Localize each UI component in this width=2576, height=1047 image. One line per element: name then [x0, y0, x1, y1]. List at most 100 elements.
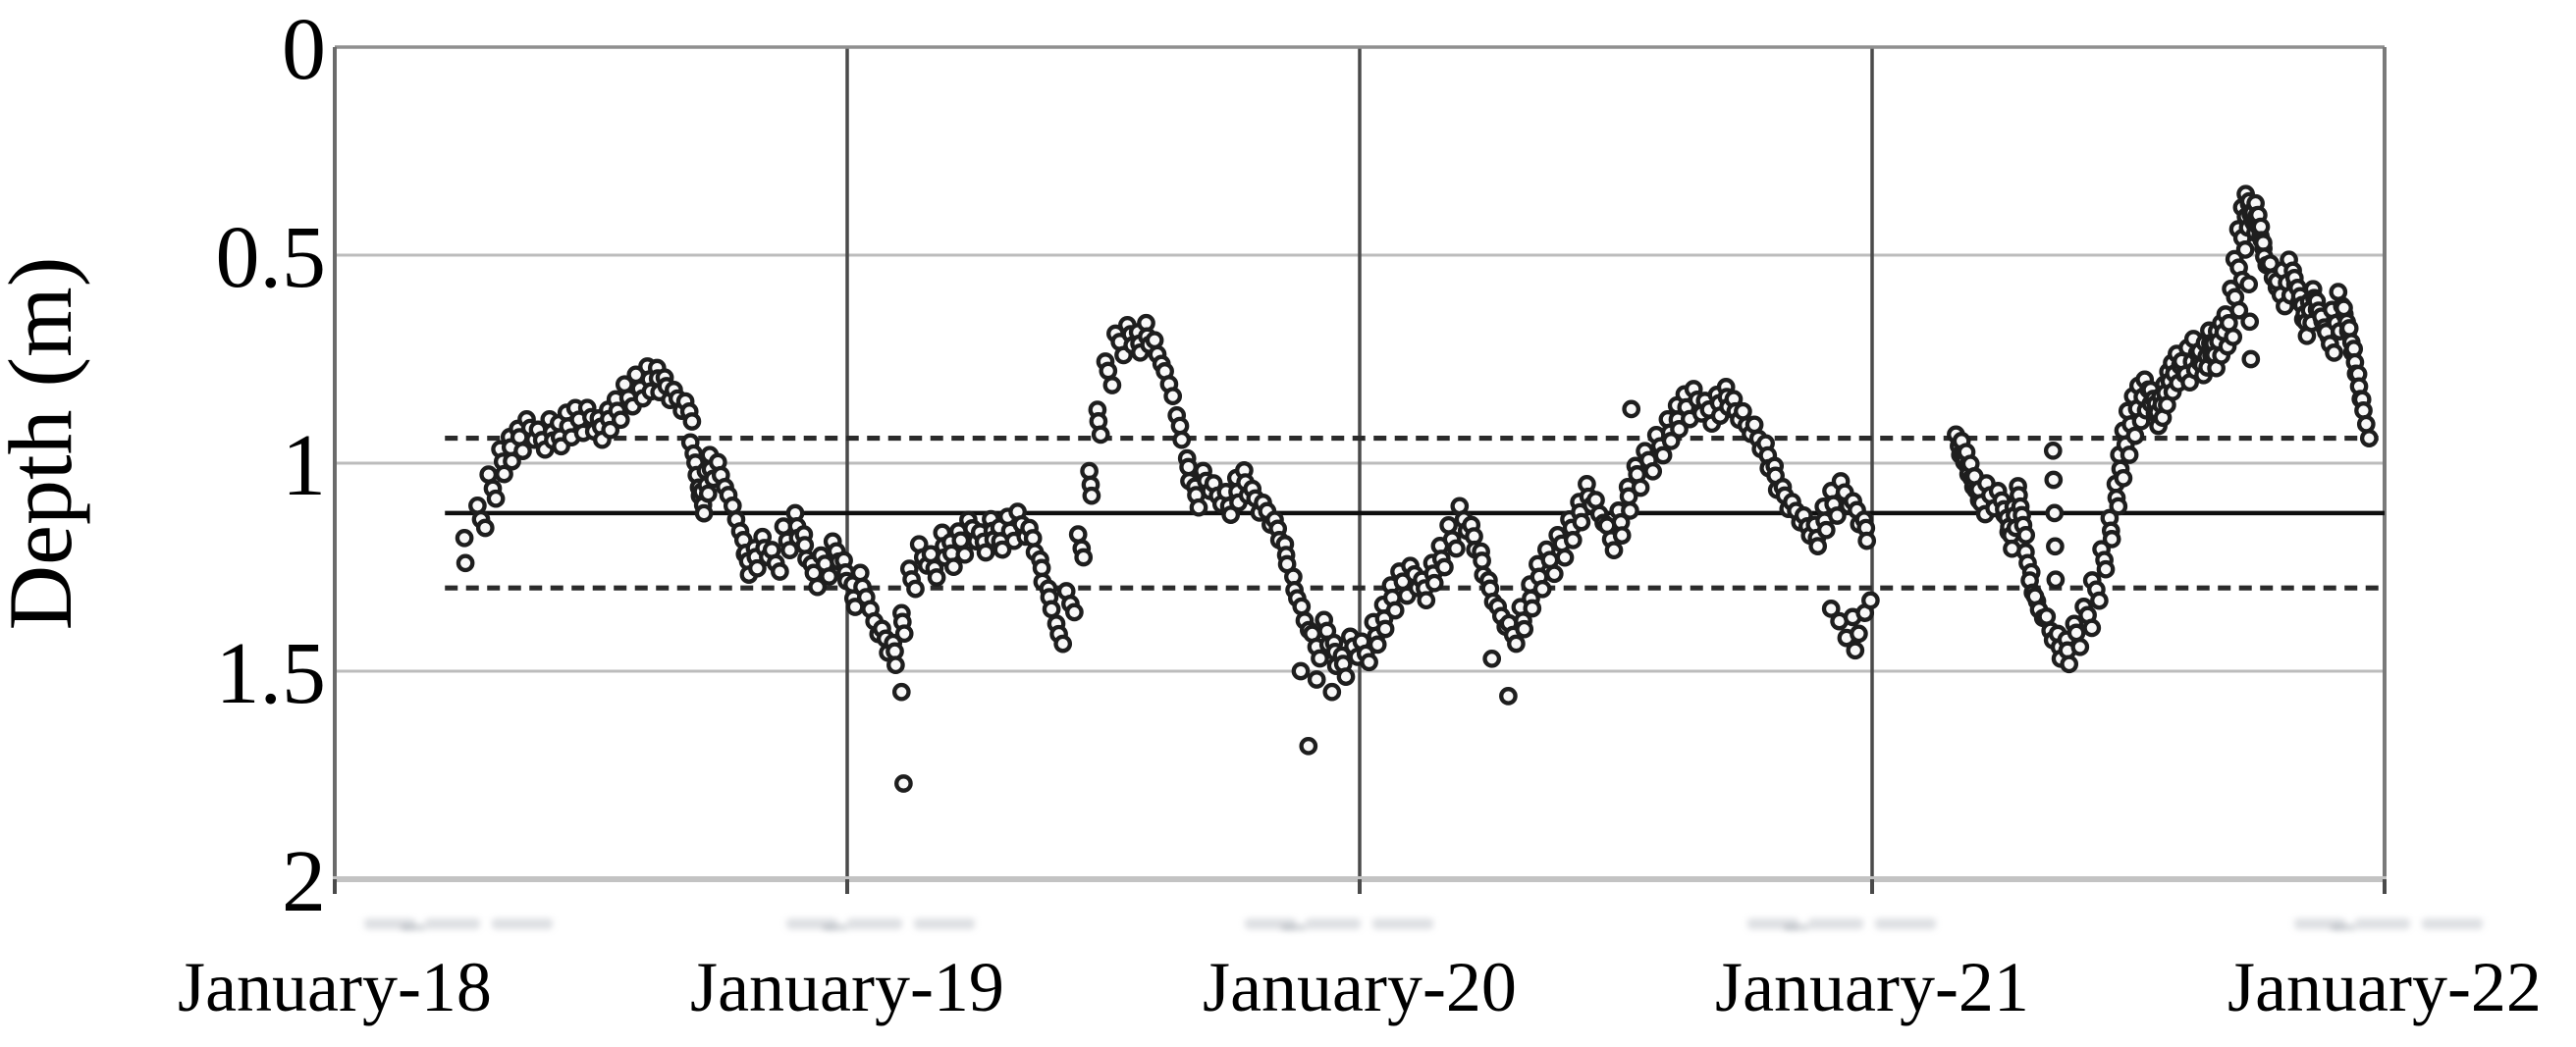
data-point	[1643, 461, 1663, 481]
data-point	[1563, 531, 1583, 550]
outlier-point	[1850, 624, 1868, 644]
x-tick-label-1: January-19	[690, 948, 1004, 1026]
outlier-point	[1291, 661, 1311, 681]
data-point	[1042, 600, 1061, 619]
outlier-point	[1499, 687, 1518, 706]
data-point	[894, 624, 914, 644]
tick-remnant-smudge	[847, 918, 902, 929]
data-point	[2339, 319, 2359, 338]
outlier-point	[1861, 591, 1880, 610]
outlier-point	[2046, 537, 2065, 556]
data-point	[611, 410, 630, 430]
data-point	[1336, 667, 1356, 686]
gridlines	[335, 47, 2385, 879]
x-tick-label-2: January-20	[1203, 948, 1517, 1026]
data-point	[780, 541, 799, 559]
data-point	[1670, 420, 1689, 439]
data-point	[2125, 426, 2145, 445]
data-point	[1068, 525, 1088, 544]
data-point	[1544, 564, 1564, 584]
data-point	[1439, 515, 1458, 535]
data-point	[808, 577, 828, 597]
outlier-point	[891, 682, 911, 702]
outlier-point	[455, 528, 474, 548]
tick-remnant-smudge	[492, 918, 553, 929]
y-tick-label-1: 0.5	[216, 209, 327, 306]
data-point	[1435, 557, 1454, 577]
tick-remnant-smudge	[1372, 918, 1433, 929]
outlier-point	[1821, 600, 1841, 618]
data-point	[1816, 520, 1836, 540]
outlier-point	[2046, 570, 2066, 590]
data-point	[1447, 539, 1466, 558]
data-point	[2016, 526, 2036, 545]
data-point	[1163, 387, 1183, 406]
data-point	[1555, 548, 1575, 567]
data-point	[2359, 429, 2379, 447]
tick-remnant-smudge	[1808, 918, 1863, 929]
data-point	[2235, 240, 2255, 259]
data-point	[1857, 531, 1877, 550]
data-point	[2070, 637, 2090, 656]
y-tick-label-4: 2	[282, 833, 326, 930]
data-point	[1523, 599, 1542, 618]
data-point	[1586, 491, 1605, 509]
tick-remnant-smudge	[914, 918, 975, 929]
data-point	[1145, 331, 1164, 350]
outlier-point	[1482, 649, 1502, 668]
outlier-point	[1622, 399, 1641, 419]
data-point	[1375, 619, 1395, 639]
data-point	[495, 464, 513, 484]
data-point	[1065, 602, 1084, 622]
data-point	[2229, 300, 2249, 320]
axis-ticks	[333, 879, 2387, 894]
outlier-point	[1322, 682, 1342, 702]
data-point	[2334, 298, 2353, 318]
outlier-point	[2045, 503, 2065, 523]
data-point	[2109, 497, 2128, 516]
data-point	[486, 489, 506, 508]
data-point	[1099, 361, 1118, 381]
data-point	[1473, 551, 1491, 570]
data-point	[976, 543, 995, 562]
data-point	[944, 557, 963, 577]
data-point	[2224, 328, 2243, 346]
y-tick-label-3: 1.5	[216, 625, 327, 722]
data-point	[886, 655, 905, 675]
data-point	[1572, 512, 1591, 532]
scatter-points	[455, 184, 2379, 793]
data-point	[1091, 425, 1110, 445]
data-point	[2325, 343, 2343, 362]
data-point	[993, 540, 1012, 559]
tick-remnant-smudge	[401, 924, 426, 930]
tick-remnant-smudge	[425, 918, 480, 929]
y-tick-label-2: 1	[282, 417, 326, 514]
data-point	[748, 558, 767, 578]
data-point	[2060, 654, 2079, 674]
data-point	[1417, 591, 1436, 610]
outlier-point	[456, 553, 475, 573]
outlier-point	[894, 774, 913, 793]
tick-remnant-smudge	[1784, 924, 1809, 930]
data-point	[1385, 601, 1405, 620]
data-point	[2114, 468, 2133, 488]
data-point	[1604, 541, 1624, 560]
x-tick-label-3: January-21	[1715, 948, 2029, 1026]
outlier-point	[2239, 275, 2259, 294]
data-point	[850, 563, 870, 583]
data-point	[2096, 559, 2116, 579]
faded-tick-remnants	[364, 918, 2483, 930]
outlier-point	[2043, 441, 2063, 460]
outlier-point	[2044, 470, 2064, 490]
axis-labels: Depth (m) January-18 January-19 January-20…	[0, 1, 2542, 1026]
data-point	[1612, 526, 1632, 545]
data-point	[2082, 618, 2102, 638]
data-point	[1532, 579, 1552, 599]
data-point	[1515, 619, 1534, 639]
data-point	[1507, 634, 1526, 654]
data-point	[2066, 623, 2086, 643]
outlier-point	[1299, 736, 1318, 756]
data-point	[1631, 478, 1650, 497]
